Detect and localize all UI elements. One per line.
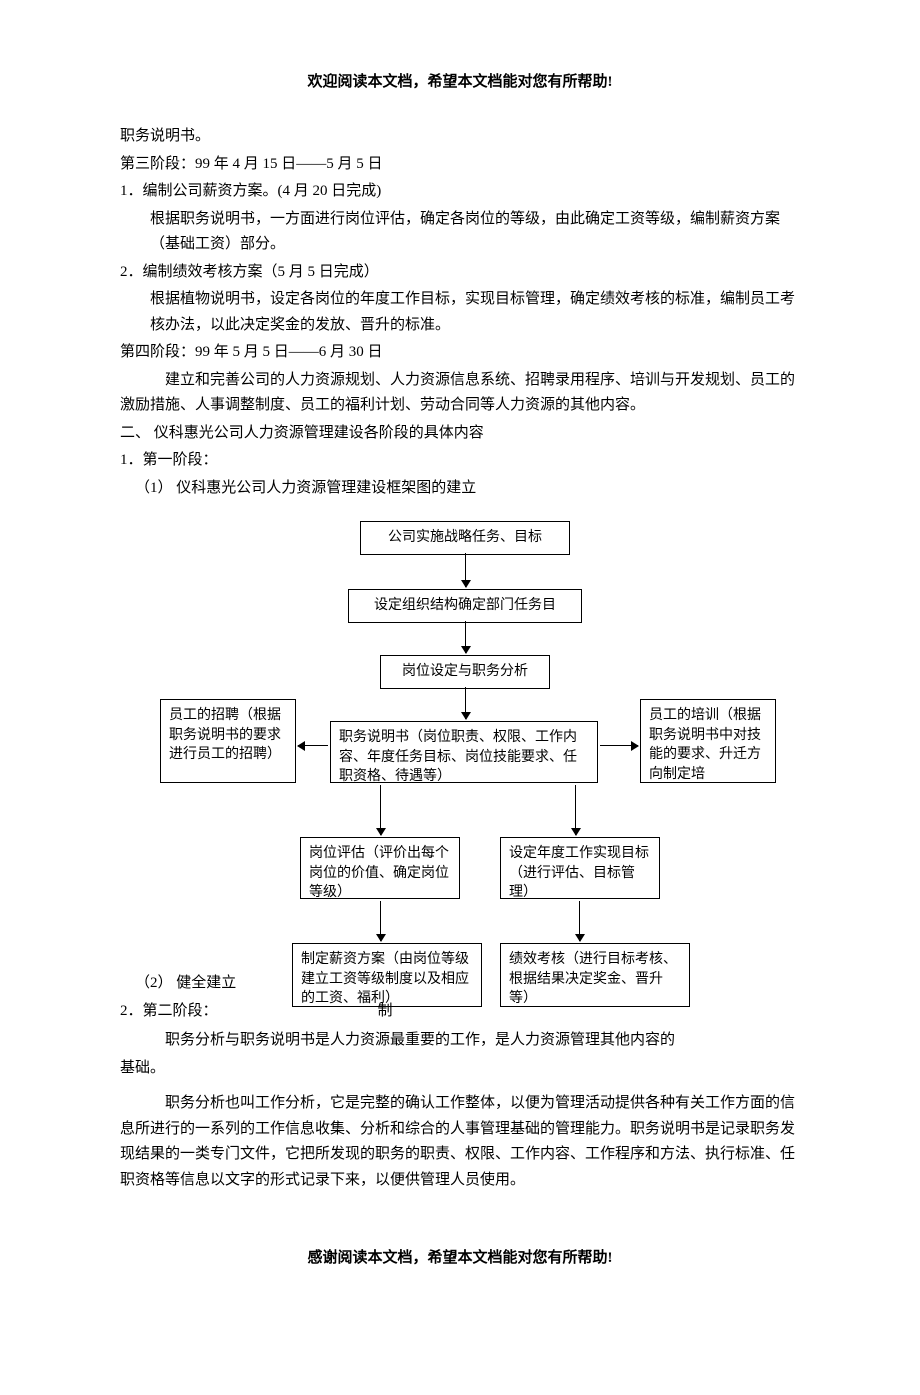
line-13: 2．第二阶段：制 <box>120 999 800 1025</box>
arrow-4-6 <box>600 745 638 746</box>
node-8: 设定年度工作实现目标（进行评估、目标管理） <box>500 837 660 899</box>
body-text-after: （2） 健全建立 2．第二阶段：制 职务分析与职务说明书是人力资源最重要的工作，… <box>120 1091 800 1303</box>
header-note: 欢迎阅读本文档，希望本文档能对您有所帮助! <box>120 70 800 94</box>
flowchart: 公司实施战略任务、目标 设定组织结构确定部门任务目 岗位设定与职务分析 职务说明… <box>120 521 800 1081</box>
line-11: （1） 仪科惠光公司人力资源管理建设框架图的建立 <box>135 476 800 502</box>
node-3: 岗位设定与职务分析 <box>380 655 550 689</box>
line-12: （2） 健全建立 <box>135 971 800 997</box>
arrow-4-8 <box>575 785 576 835</box>
document-page: 欢迎阅读本文档，希望本文档能对您有所帮助! 职务说明书。 第三阶段：99 年 4… <box>0 0 920 1395</box>
arrow-1-2 <box>465 553 466 587</box>
node-5: 员工的招聘（根据职务说明书的要求进行员工的招聘） <box>160 699 296 783</box>
line-4: 根据职务说明书，一方面进行岗位评估，确定各岗位的等级，由此确定工资等级，编制薪资… <box>150 207 800 258</box>
line-15: 职务分析也叫工作分析，它是完整的确认工作整体，以便为管理活动提供各种有关工作方面… <box>120 1091 800 1193</box>
node-1: 公司实施战略任务、目标 <box>360 521 570 555</box>
node-2: 设定组织结构确定部门任务目 <box>348 589 582 623</box>
line-5: 2．编制绩效考核方案（5 月 5 日完成） <box>120 260 800 286</box>
arrow-7-9 <box>380 901 381 941</box>
body-text: 职务说明书。 第三阶段：99 年 4 月 15 日——5 月 5 日 1．编制公… <box>120 124 800 501</box>
line-6: 根据植物说明书，设定各岗位的年度工作目标，实现目标管理，确定绩效考核的标准，编制… <box>150 287 800 338</box>
line-8: 建立和完善公司的人力资源规划、人力资源信息系统、招聘录用程序、培训与开发规划、员… <box>120 368 800 419</box>
line-3: 1．编制公司薪资方案。(4 月 20 日完成) <box>120 179 800 205</box>
line-14b: 基础。 <box>120 1056 800 1082</box>
line-7: 第四阶段：99 年 5 月 5 日——6 月 30 日 <box>120 340 800 366</box>
line-9: 二、 仪科惠光公司人力资源管理建设各阶段的具体内容 <box>120 421 800 447</box>
arrow-4-5 <box>298 745 328 746</box>
line-1: 职务说明书。 <box>120 124 800 150</box>
line-14a: 职务分析与职务说明书是人力资源最重要的工作，是人力资源管理其他内容的 <box>120 1028 800 1054</box>
node-7: 岗位评估（评价出每个岗位的价值、确定岗位等级） <box>300 837 460 899</box>
line-2: 第三阶段：99 年 4 月 15 日——5 月 5 日 <box>120 152 800 178</box>
node-4: 职务说明书（岗位职责、权限、工作内容、年度任务目标、岗位技能要求、任职资格、待遇… <box>330 721 598 783</box>
arrow-4-7 <box>380 785 381 835</box>
arrow-8-10 <box>579 901 580 941</box>
footer-note: 感谢阅读本文档，希望本文档能对您有所帮助! <box>120 1246 800 1270</box>
node-6: 员工的培训（根据职务说明书中对技能的要求、升迁方向制定培 <box>640 699 776 783</box>
arrow-3-4 <box>465 687 466 719</box>
arrow-2-3 <box>465 621 466 653</box>
line-10: 1．第一阶段： <box>120 448 800 474</box>
